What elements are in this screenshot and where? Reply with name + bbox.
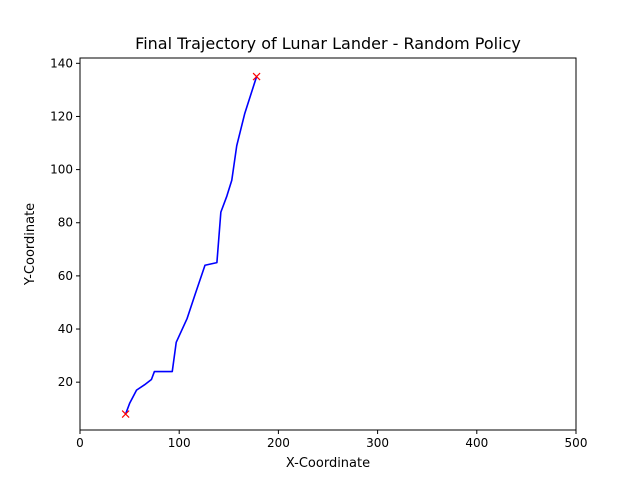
chart-title: Final Trajectory of Lunar Lander - Rando… bbox=[135, 34, 521, 53]
y-axis-label: Y-Coordinate bbox=[23, 203, 38, 286]
y-tick-label: 20 bbox=[58, 375, 73, 389]
x-tick-label: 0 bbox=[76, 436, 84, 450]
y-tick-label: 120 bbox=[50, 109, 73, 123]
trajectory-line-0 bbox=[124, 75, 258, 415]
x-axis-label: X-Coordinate bbox=[286, 456, 370, 471]
x-tick-label: 400 bbox=[465, 436, 488, 450]
y-axis-ticks: 20 40 60 80 100 120 140 bbox=[50, 56, 80, 389]
series-layer bbox=[124, 75, 258, 415]
x-tick-label: 100 bbox=[168, 436, 191, 450]
end-marker bbox=[252, 72, 261, 81]
plot-area bbox=[80, 58, 576, 430]
x-tick-label: 200 bbox=[267, 436, 290, 450]
start-marker bbox=[121, 410, 130, 418]
y-tick-label: 60 bbox=[58, 269, 73, 283]
x-axis-ticks: 0 100 200 300 400 500 bbox=[76, 430, 587, 450]
y-tick-label: 100 bbox=[50, 163, 73, 177]
x-tick-label: 300 bbox=[366, 436, 389, 450]
y-tick-label: 80 bbox=[58, 216, 73, 230]
plot-frame bbox=[79, 57, 577, 431]
y-tick-label: 40 bbox=[58, 322, 73, 336]
y-tick-label: 140 bbox=[50, 56, 73, 70]
marker-layer bbox=[121, 72, 261, 418]
x-tick-label: 500 bbox=[565, 436, 588, 450]
